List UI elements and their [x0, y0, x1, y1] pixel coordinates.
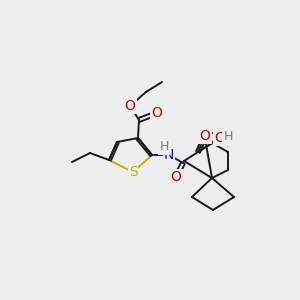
Text: O: O	[124, 99, 135, 113]
Text: O: O	[171, 170, 182, 184]
Text: O: O	[214, 131, 225, 145]
Text: H: H	[223, 130, 233, 142]
Text: O: O	[200, 129, 210, 143]
Text: S: S	[129, 165, 137, 179]
Text: O: O	[152, 106, 162, 120]
Text: H: H	[159, 140, 169, 154]
Text: N: N	[164, 148, 174, 162]
